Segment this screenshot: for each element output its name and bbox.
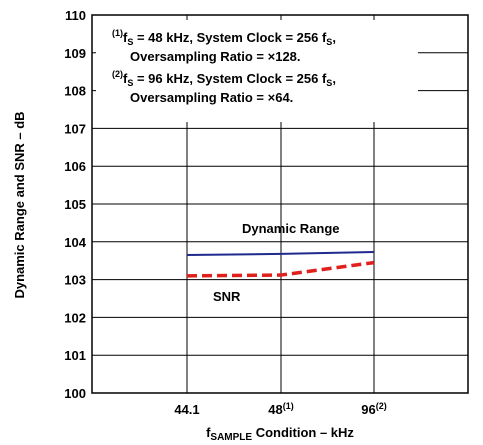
x-tick-labels: 44.1 48(1) 96(2) xyxy=(174,401,386,417)
x-tick-label: 44.1 xyxy=(174,402,199,417)
y-tick-label: 107 xyxy=(64,121,86,136)
y-tick-label: 100 xyxy=(64,386,86,401)
y-tick-label: 106 xyxy=(64,159,86,174)
y-tick-label: 104 xyxy=(64,235,86,250)
series-line-snr xyxy=(186,260,375,278)
y-tick-label: 105 xyxy=(64,197,86,212)
series-line-dynamic-range xyxy=(186,251,375,257)
series-label-snr: SNR xyxy=(213,289,241,304)
series-lines xyxy=(186,251,375,278)
plot-frame xyxy=(91,14,469,394)
y-tick-label: 102 xyxy=(64,310,86,325)
note-1-line-1: (1)fS = 48 kHz, System Clock = 256 fS, xyxy=(112,28,336,47)
y-axis-title: Dynamic Range and SNR – dB xyxy=(12,111,27,298)
y-tick-label: 108 xyxy=(64,84,86,99)
y-tick-label: 110 xyxy=(65,8,86,23)
series-label-dynamic-range: Dynamic Range xyxy=(242,221,340,236)
x-axis-title: fSAMPLE Condition – kHz xyxy=(206,425,354,443)
x-tick-label: 48(1) xyxy=(268,401,293,417)
y-tick-label: 109 xyxy=(64,46,86,61)
y-tick-label: 101 xyxy=(64,348,86,363)
note-2-line-2: Oversampling Ratio = ×64. xyxy=(130,90,293,105)
note-2-line-1: (2)fS = 96 kHz, System Clock = 256 fS, xyxy=(112,69,336,88)
note-1-line-2: Oversampling Ratio = ×128. xyxy=(130,49,301,64)
x-tick-label: 96(2) xyxy=(361,401,386,417)
y-tick-labels: 100 101 102 103 104 105 106 107 108 109 110 xyxy=(64,8,86,401)
annotation-box xyxy=(96,20,418,122)
y-tick-label: 103 xyxy=(64,273,86,288)
